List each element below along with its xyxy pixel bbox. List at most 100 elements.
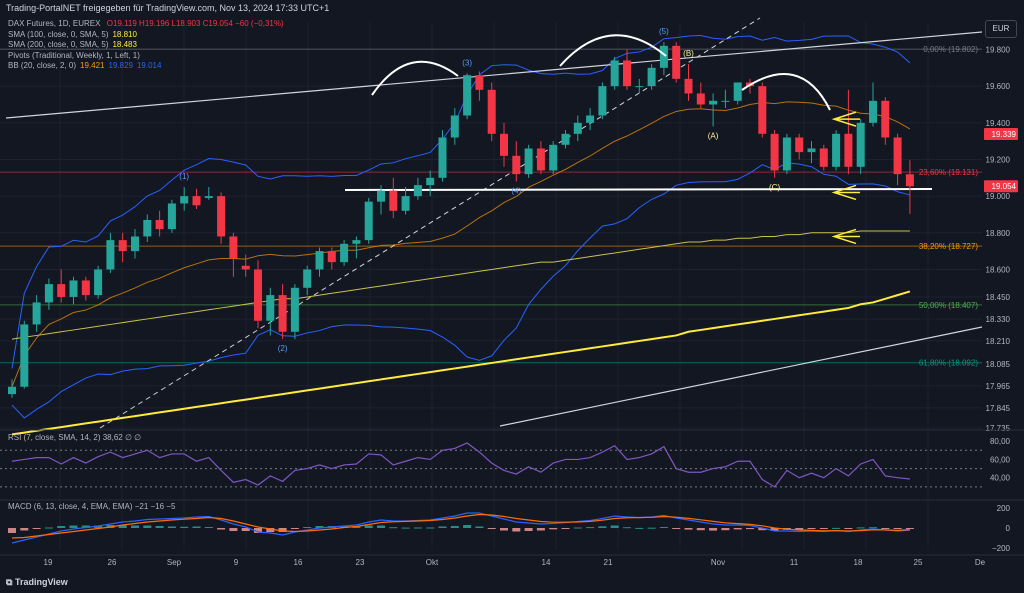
macd-histogram-bar [684,528,693,530]
legend-sma100-row: SMA (100, close, 0, SMA, 5) 18.810 [8,30,284,41]
price-tick: 19.200 [986,155,1011,164]
macd-histogram-bar [438,526,447,528]
fib-label: 38,20% (18.727) [919,242,978,251]
macd-legend[interactable]: MACD (6, 13, close, 4, EMA, EMA) −21 −16… [8,502,176,511]
price-tick: 17.965 [986,382,1011,391]
candle-body [364,201,373,241]
candle-body [598,86,607,116]
candle-body [709,100,718,105]
sma200-label[interactable]: SMA (200, close, 0, SMA, 5) [8,40,109,50]
candle-body [659,45,668,68]
candle-body [635,86,644,88]
trend-lines [5,17,983,429]
time-tick: 9 [234,558,239,567]
macd-histogram-bar [413,527,422,529]
macd-histogram-bar [512,528,521,532]
price-tick: 18.600 [986,265,1011,274]
candle-body [44,284,53,303]
candle-body [377,190,385,202]
candle-body [204,196,213,198]
time-tick: Nov [711,558,725,567]
candle-body [155,219,164,230]
macd-histogram-bar [635,527,644,529]
macd-pane: 200 0 −200 [0,499,1024,553]
rsi-tick: 40,00 [990,474,1011,483]
price-marker-box [984,127,1018,140]
shoulder-arc-right [741,73,831,111]
candle-body [290,287,299,332]
macd-histogram-bar [155,526,164,528]
macd-histogram-bar [881,528,890,529]
pivots-label[interactable]: Pivots (Traditional, Weekly, 1, Left, 1) [8,50,140,60]
candle-body [106,240,115,270]
time-tick: 19 [44,558,53,567]
candle-body [819,148,828,167]
candle-body [69,280,78,297]
tradingview-logo[interactable]: ⧉ TradingView [6,577,68,587]
price-tick: 18.450 [986,293,1011,302]
time-tick: Okt [426,558,439,567]
candle-body [512,155,521,175]
candle-body [389,190,398,211]
macd-histogram-bar [401,527,410,529]
time-tick: 14 [542,558,551,567]
candle-body [192,196,201,206]
price-tick: 19.600 [986,82,1011,91]
wave-label: (4) [511,186,521,195]
rsi-legend[interactable]: RSI (7, close, SMA, 14, 2) 38,62 ∅ ∅ [8,433,142,442]
candle-body [733,82,742,101]
currency-button[interactable]: EUR [985,20,1017,38]
time-tick: 26 [108,558,117,567]
candle-body [463,75,472,116]
macd-histogram-bar [44,527,53,529]
macd-histogram-bar [118,525,127,528]
time-axis: 19 26 Sep 9 16 23 Okt 14 21 Nov 11 18 25 De [0,554,1024,567]
wave-label: (A) [708,131,719,140]
macd-histogram-bar [819,528,828,529]
candle-body [561,133,570,145]
macd-histogram-bar [536,528,545,531]
bb-upper [11,34,911,369]
macd-histogram-bar [770,528,779,531]
macd-histogram-bar [426,527,435,529]
candle-body [254,269,262,321]
symbol-label[interactable]: DAX Futures, 1D, EUREX [8,19,101,28]
macd-histogram-bar [647,527,656,529]
macd-histogram-bar [278,528,287,532]
macd-histogram-bar [893,528,902,529]
macd-tick: 200 [997,504,1011,513]
macd-histogram-bar [549,528,558,530]
candle-body [20,324,29,387]
macd-histogram-bar [32,528,41,529]
price-tick: 18.085 [986,360,1011,369]
candle-body [315,251,324,270]
candles [8,42,914,398]
macd-histogram-bar [573,527,582,529]
macd-histogram-bar [807,528,816,529]
shoulder-arc-left [371,60,459,96]
legend-sma200-row: SMA (200, close, 0, SMA, 5) 18.483 [8,40,284,51]
bb-label[interactable]: BB (20, close, 2, 0) [8,61,77,71]
macd-histogram-bar [905,528,914,529]
time-tick: 25 [914,558,923,567]
candle-body [131,236,139,252]
rsi-line [11,442,910,488]
yellow-arrow [831,111,860,127]
candle-body [549,144,558,171]
candle-body [450,115,459,138]
time-tick: 18 [854,558,863,567]
price-marker: 19.339 [992,130,1017,139]
candle-body [721,100,730,102]
candle-body [684,78,693,94]
macd-histogram-bar [487,528,496,529]
macd-histogram-bar [746,528,754,530]
macd-histogram-bar [180,526,189,528]
candle-body [217,196,226,237]
candle-body [770,133,779,171]
last-price: 19.054 [992,182,1017,191]
sma100-label[interactable]: SMA (100, close, 0, SMA, 5) [8,29,109,39]
macd-histogram-bar [832,527,841,529]
signal-line [11,513,910,539]
candle-body [610,60,619,87]
